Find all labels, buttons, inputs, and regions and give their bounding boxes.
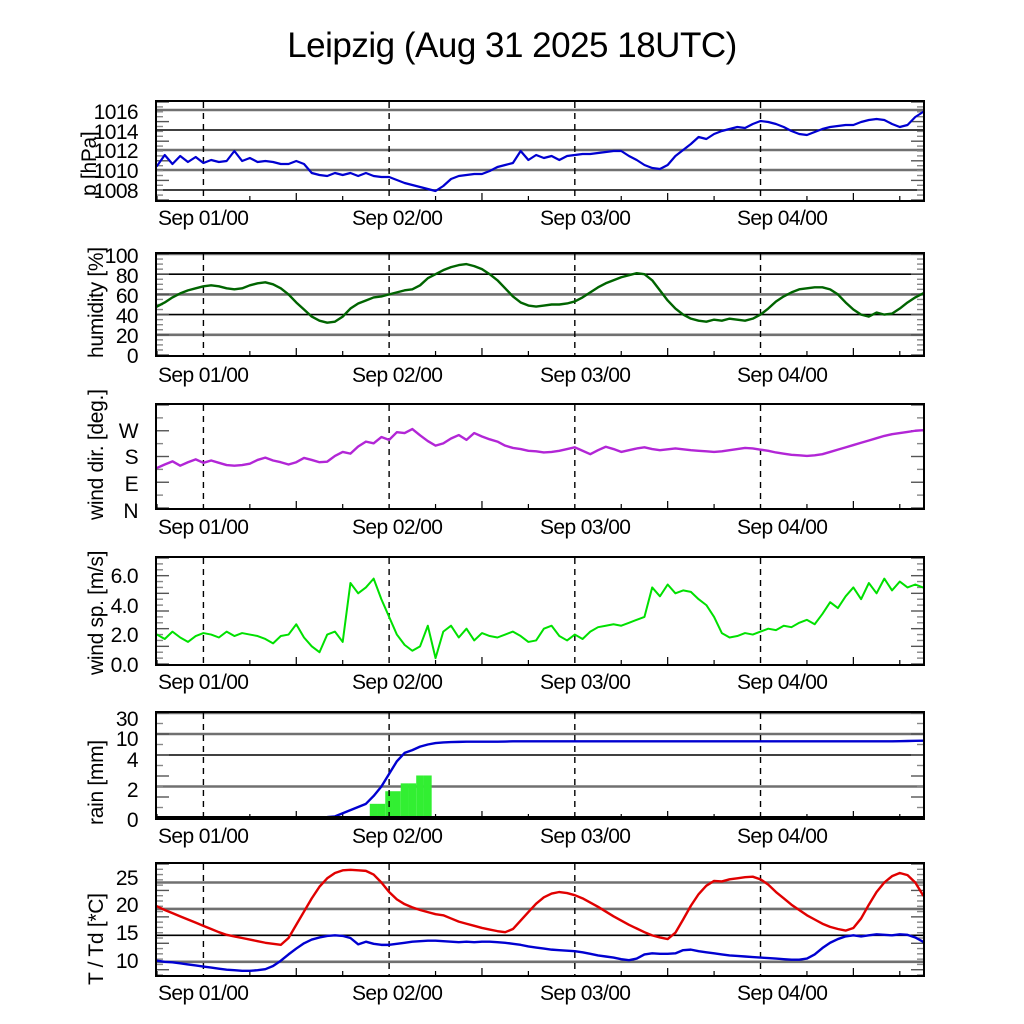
humidity-ytick-60: 60	[115, 285, 139, 308]
wind-dir-xtick-1: Sep 02/00	[352, 516, 443, 539]
temp-ytick-25: 25	[115, 867, 139, 890]
temp-xtick-2: Sep 03/00	[540, 982, 631, 1005]
temperature-plot-area	[155, 862, 925, 977]
pressure-ytick-1008: 1008	[93, 180, 139, 203]
page-title: Leipzig (Aug 31 2025 18UTC)	[287, 26, 737, 65]
humidity-ytick-40: 40	[115, 305, 139, 328]
humidity-ytick-20: 20	[115, 325, 139, 348]
pressure-xtick-3: Sep 04/00	[737, 207, 828, 230]
humidity-xtick-2: Sep 03/00	[540, 364, 631, 387]
wind-speed-ytick-2: 2.0	[110, 624, 139, 647]
humidity-xtick-0: Sep 01/00	[158, 364, 249, 387]
wind-dir-ytick-N: N	[123, 500, 138, 523]
wind-speed-xtick-2: Sep 03/00	[540, 671, 631, 694]
temp-ytick-15: 15	[115, 922, 139, 945]
pressure-xtick-0: Sep 01/00	[158, 207, 249, 230]
rain-ytick-4: 4	[126, 749, 139, 772]
pressure-ytick-1014: 1014	[93, 121, 139, 144]
wind-speed-ytick-4: 4.0	[110, 595, 139, 618]
wind-dir-xtick-2: Sep 03/00	[540, 516, 631, 539]
wind-dir-ytick-W: W	[118, 420, 139, 443]
temp-xtick-1: Sep 02/00	[352, 982, 443, 1005]
humidity-plot-area	[155, 252, 925, 357]
rain-plot-area	[155, 711, 925, 820]
pressure-plot-area	[155, 100, 925, 202]
rain-ytick-2: 2	[126, 779, 139, 802]
wind-speed-xtick-0: Sep 01/00	[158, 671, 249, 694]
pressure-ytick-1016: 1016	[93, 101, 139, 124]
wind-speed-xtick-3: Sep 04/00	[737, 671, 828, 694]
humidity-xtick-1: Sep 02/00	[352, 364, 443, 387]
rain-xtick-0: Sep 01/00	[158, 825, 249, 848]
pressure-ytick-1012: 1012	[93, 140, 139, 163]
rain-ytick-0: 0	[126, 809, 139, 832]
humidity-ytick-100: 100	[104, 245, 139, 268]
wind-dir-xtick-3: Sep 04/00	[737, 516, 828, 539]
pressure-xtick-2: Sep 03/00	[540, 207, 631, 230]
humidity-ytick-80: 80	[115, 265, 139, 288]
wind-speed-xtick-1: Sep 02/00	[352, 671, 443, 694]
temp-ytick-10: 10	[115, 950, 139, 973]
temp-ytick-20: 20	[115, 894, 139, 917]
humidity-xtick-3: Sep 04/00	[737, 364, 828, 387]
humidity-ytick-0: 0	[126, 345, 139, 368]
pressure-ytick-1010: 1010	[93, 160, 139, 183]
wind-dir-xtick-0: Sep 01/00	[158, 516, 249, 539]
wind-speed-ytick-6: 6.0	[110, 565, 139, 588]
rain-ytick-10: 10	[115, 728, 139, 751]
rain-xtick-1: Sep 02/00	[352, 825, 443, 848]
wind-dir-ytick-S: S	[124, 446, 139, 469]
temp-xtick-0: Sep 01/00	[158, 982, 249, 1005]
rain-xtick-3: Sep 04/00	[737, 825, 828, 848]
wind-direction-plot-area	[155, 403, 925, 510]
wind-speed-ytick-0: 0.0	[110, 654, 139, 677]
rain-xtick-2: Sep 03/00	[540, 825, 631, 848]
pressure-xtick-1: Sep 02/00	[352, 207, 443, 230]
rain-ytick-30: 30	[115, 708, 139, 731]
temp-xtick-3: Sep 04/00	[737, 982, 828, 1005]
wind-dir-ytick-E: E	[124, 473, 139, 496]
wind-speed-plot-area	[155, 556, 925, 666]
